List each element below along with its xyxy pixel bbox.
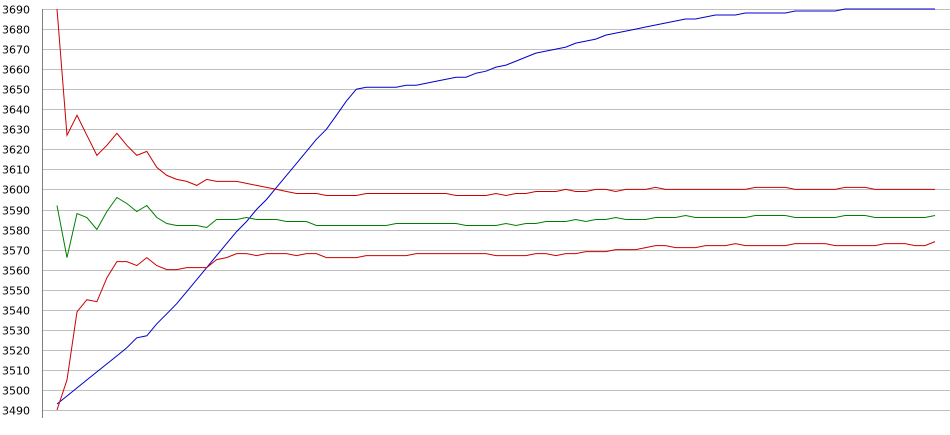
y-tick-label: 3510 bbox=[2, 365, 30, 378]
y-tick-label: 3680 bbox=[2, 24, 30, 37]
series-line-lower_red bbox=[56, 241, 936, 411]
series-line-green bbox=[56, 196, 936, 258]
y-tick-label: 3570 bbox=[2, 245, 30, 258]
y-tick-label: 3670 bbox=[2, 44, 30, 57]
y-tick-label: 3550 bbox=[2, 285, 30, 298]
series-line-upper_red bbox=[56, 8, 935, 197]
y-tick-label: 3490 bbox=[2, 405, 30, 418]
y-tick-label: 3560 bbox=[2, 265, 30, 278]
y-tick-label: 3660 bbox=[2, 64, 30, 77]
y-tick-label: 3580 bbox=[2, 225, 30, 238]
y-tick-label: 3630 bbox=[2, 124, 30, 137]
series-group bbox=[56, 8, 936, 411]
y-tick-label: 3600 bbox=[2, 184, 30, 197]
y-tick-label: 3590 bbox=[2, 205, 30, 218]
y-grid-lines bbox=[42, 9, 950, 411]
y-tick-label: 3610 bbox=[2, 164, 30, 177]
y-tick-label: 3640 bbox=[2, 104, 30, 117]
y-tick-label: 3530 bbox=[2, 325, 30, 338]
y-tick-label: 3500 bbox=[2, 385, 30, 398]
y-tick-label: 3520 bbox=[2, 345, 30, 358]
y-tick-label: 3620 bbox=[2, 144, 30, 157]
y-tick-label: 3650 bbox=[2, 84, 30, 97]
y-tick-label: 3540 bbox=[2, 305, 30, 318]
y-tick-labels: 3690 3680 3670 3660 3650 3640 3630 3620 3610 3600… bbox=[2, 4, 30, 418]
y-tick-label: 3690 bbox=[2, 4, 30, 17]
series-line-blue bbox=[56, 8, 935, 405]
